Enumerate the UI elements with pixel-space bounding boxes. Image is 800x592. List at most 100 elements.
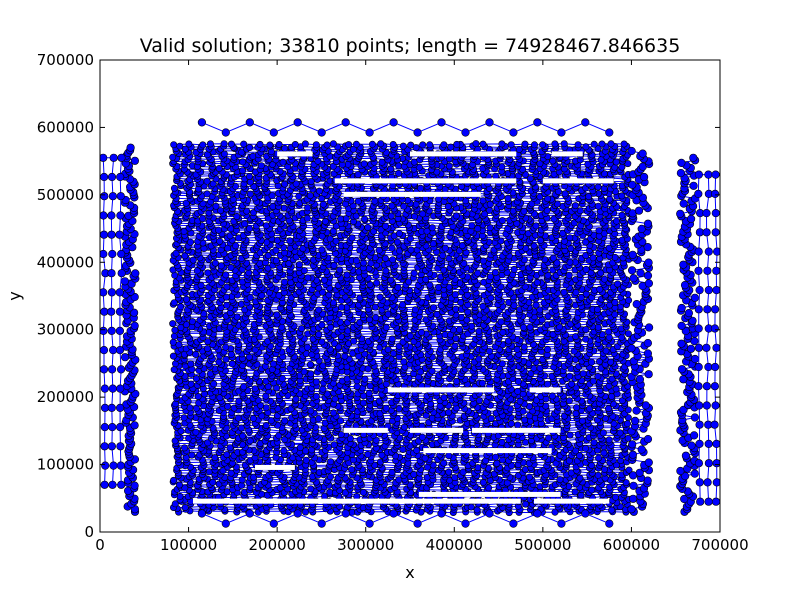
data-point	[192, 350, 200, 358]
data-point	[595, 454, 603, 462]
data-point	[315, 330, 323, 338]
data-point	[212, 202, 220, 210]
data-point	[479, 478, 487, 486]
data-point	[364, 365, 372, 373]
data-point	[276, 484, 284, 492]
data-point	[337, 303, 345, 311]
data-point	[278, 375, 286, 383]
data-point	[599, 429, 607, 437]
plot-area	[100, 118, 720, 528]
data-point	[468, 222, 476, 230]
data-point	[625, 466, 633, 474]
data-point	[330, 441, 338, 449]
data-point	[227, 350, 235, 358]
data-point	[507, 420, 515, 428]
data-point	[588, 486, 596, 494]
data-point	[388, 244, 396, 252]
data-point	[451, 474, 459, 482]
data-point	[373, 279, 381, 287]
data-point	[545, 434, 553, 442]
data-point	[180, 414, 188, 422]
data-point	[445, 452, 453, 460]
data-point	[532, 301, 540, 309]
data-point	[473, 506, 481, 514]
data-point	[318, 246, 326, 254]
data-point	[210, 380, 218, 388]
data-point	[582, 326, 590, 334]
data-point	[306, 361, 314, 369]
data-point	[605, 436, 613, 444]
data-point	[522, 500, 530, 508]
data-point	[205, 468, 213, 476]
data-point	[222, 355, 230, 363]
data-point	[303, 343, 311, 351]
data-point	[445, 468, 453, 476]
data-point	[246, 225, 254, 233]
data-point	[381, 222, 389, 230]
data-point	[516, 397, 524, 405]
data-point	[579, 370, 587, 378]
data-point	[440, 394, 448, 402]
data-point	[188, 451, 196, 459]
data-point	[590, 439, 598, 447]
data-point	[497, 318, 505, 326]
data-point	[384, 346, 392, 354]
data-point	[382, 404, 390, 412]
data-point	[582, 444, 590, 452]
data-point	[445, 408, 453, 416]
data-point	[388, 335, 396, 343]
data-point	[249, 414, 257, 422]
data-point	[176, 481, 184, 489]
data-point	[393, 238, 401, 246]
data-point	[623, 420, 631, 428]
data-point	[209, 478, 217, 486]
data-point	[321, 218, 329, 226]
data-point	[199, 215, 207, 223]
data-point	[499, 328, 507, 336]
data-point	[382, 380, 390, 388]
data-point	[211, 259, 219, 267]
data-point	[388, 468, 396, 476]
data-point	[421, 454, 429, 462]
data-point	[594, 471, 602, 479]
data-point	[407, 246, 415, 254]
data-point	[216, 237, 224, 245]
data-point	[262, 421, 270, 429]
data-point	[612, 385, 620, 393]
data-point	[181, 503, 189, 511]
data-point	[503, 479, 511, 487]
data-point	[246, 437, 254, 445]
data-point	[612, 461, 620, 469]
data-point	[352, 257, 360, 265]
data-point	[565, 271, 573, 279]
data-point	[268, 365, 276, 373]
data-point	[171, 326, 179, 334]
data-point	[240, 383, 248, 391]
data-point	[327, 458, 335, 466]
data-point	[382, 267, 390, 275]
data-point	[361, 215, 369, 223]
data-point	[348, 234, 356, 242]
data-point	[498, 438, 506, 446]
data-point	[400, 358, 408, 366]
data-point	[215, 226, 223, 234]
data-point	[566, 431, 574, 439]
data-point	[281, 417, 289, 425]
data-point	[510, 265, 518, 273]
data-point	[329, 409, 337, 417]
data-point	[187, 360, 195, 368]
data-point	[498, 217, 506, 225]
data-point	[395, 405, 403, 413]
data-point	[241, 220, 249, 228]
data-point	[492, 453, 500, 461]
data-point	[364, 224, 372, 232]
data-point	[452, 212, 460, 220]
data-point	[314, 415, 322, 423]
data-point	[353, 383, 361, 391]
data-point	[573, 404, 581, 412]
data-point	[304, 204, 312, 212]
data-point	[223, 301, 231, 309]
data-point	[395, 230, 403, 238]
data-point	[387, 276, 395, 284]
data-point	[588, 358, 596, 366]
